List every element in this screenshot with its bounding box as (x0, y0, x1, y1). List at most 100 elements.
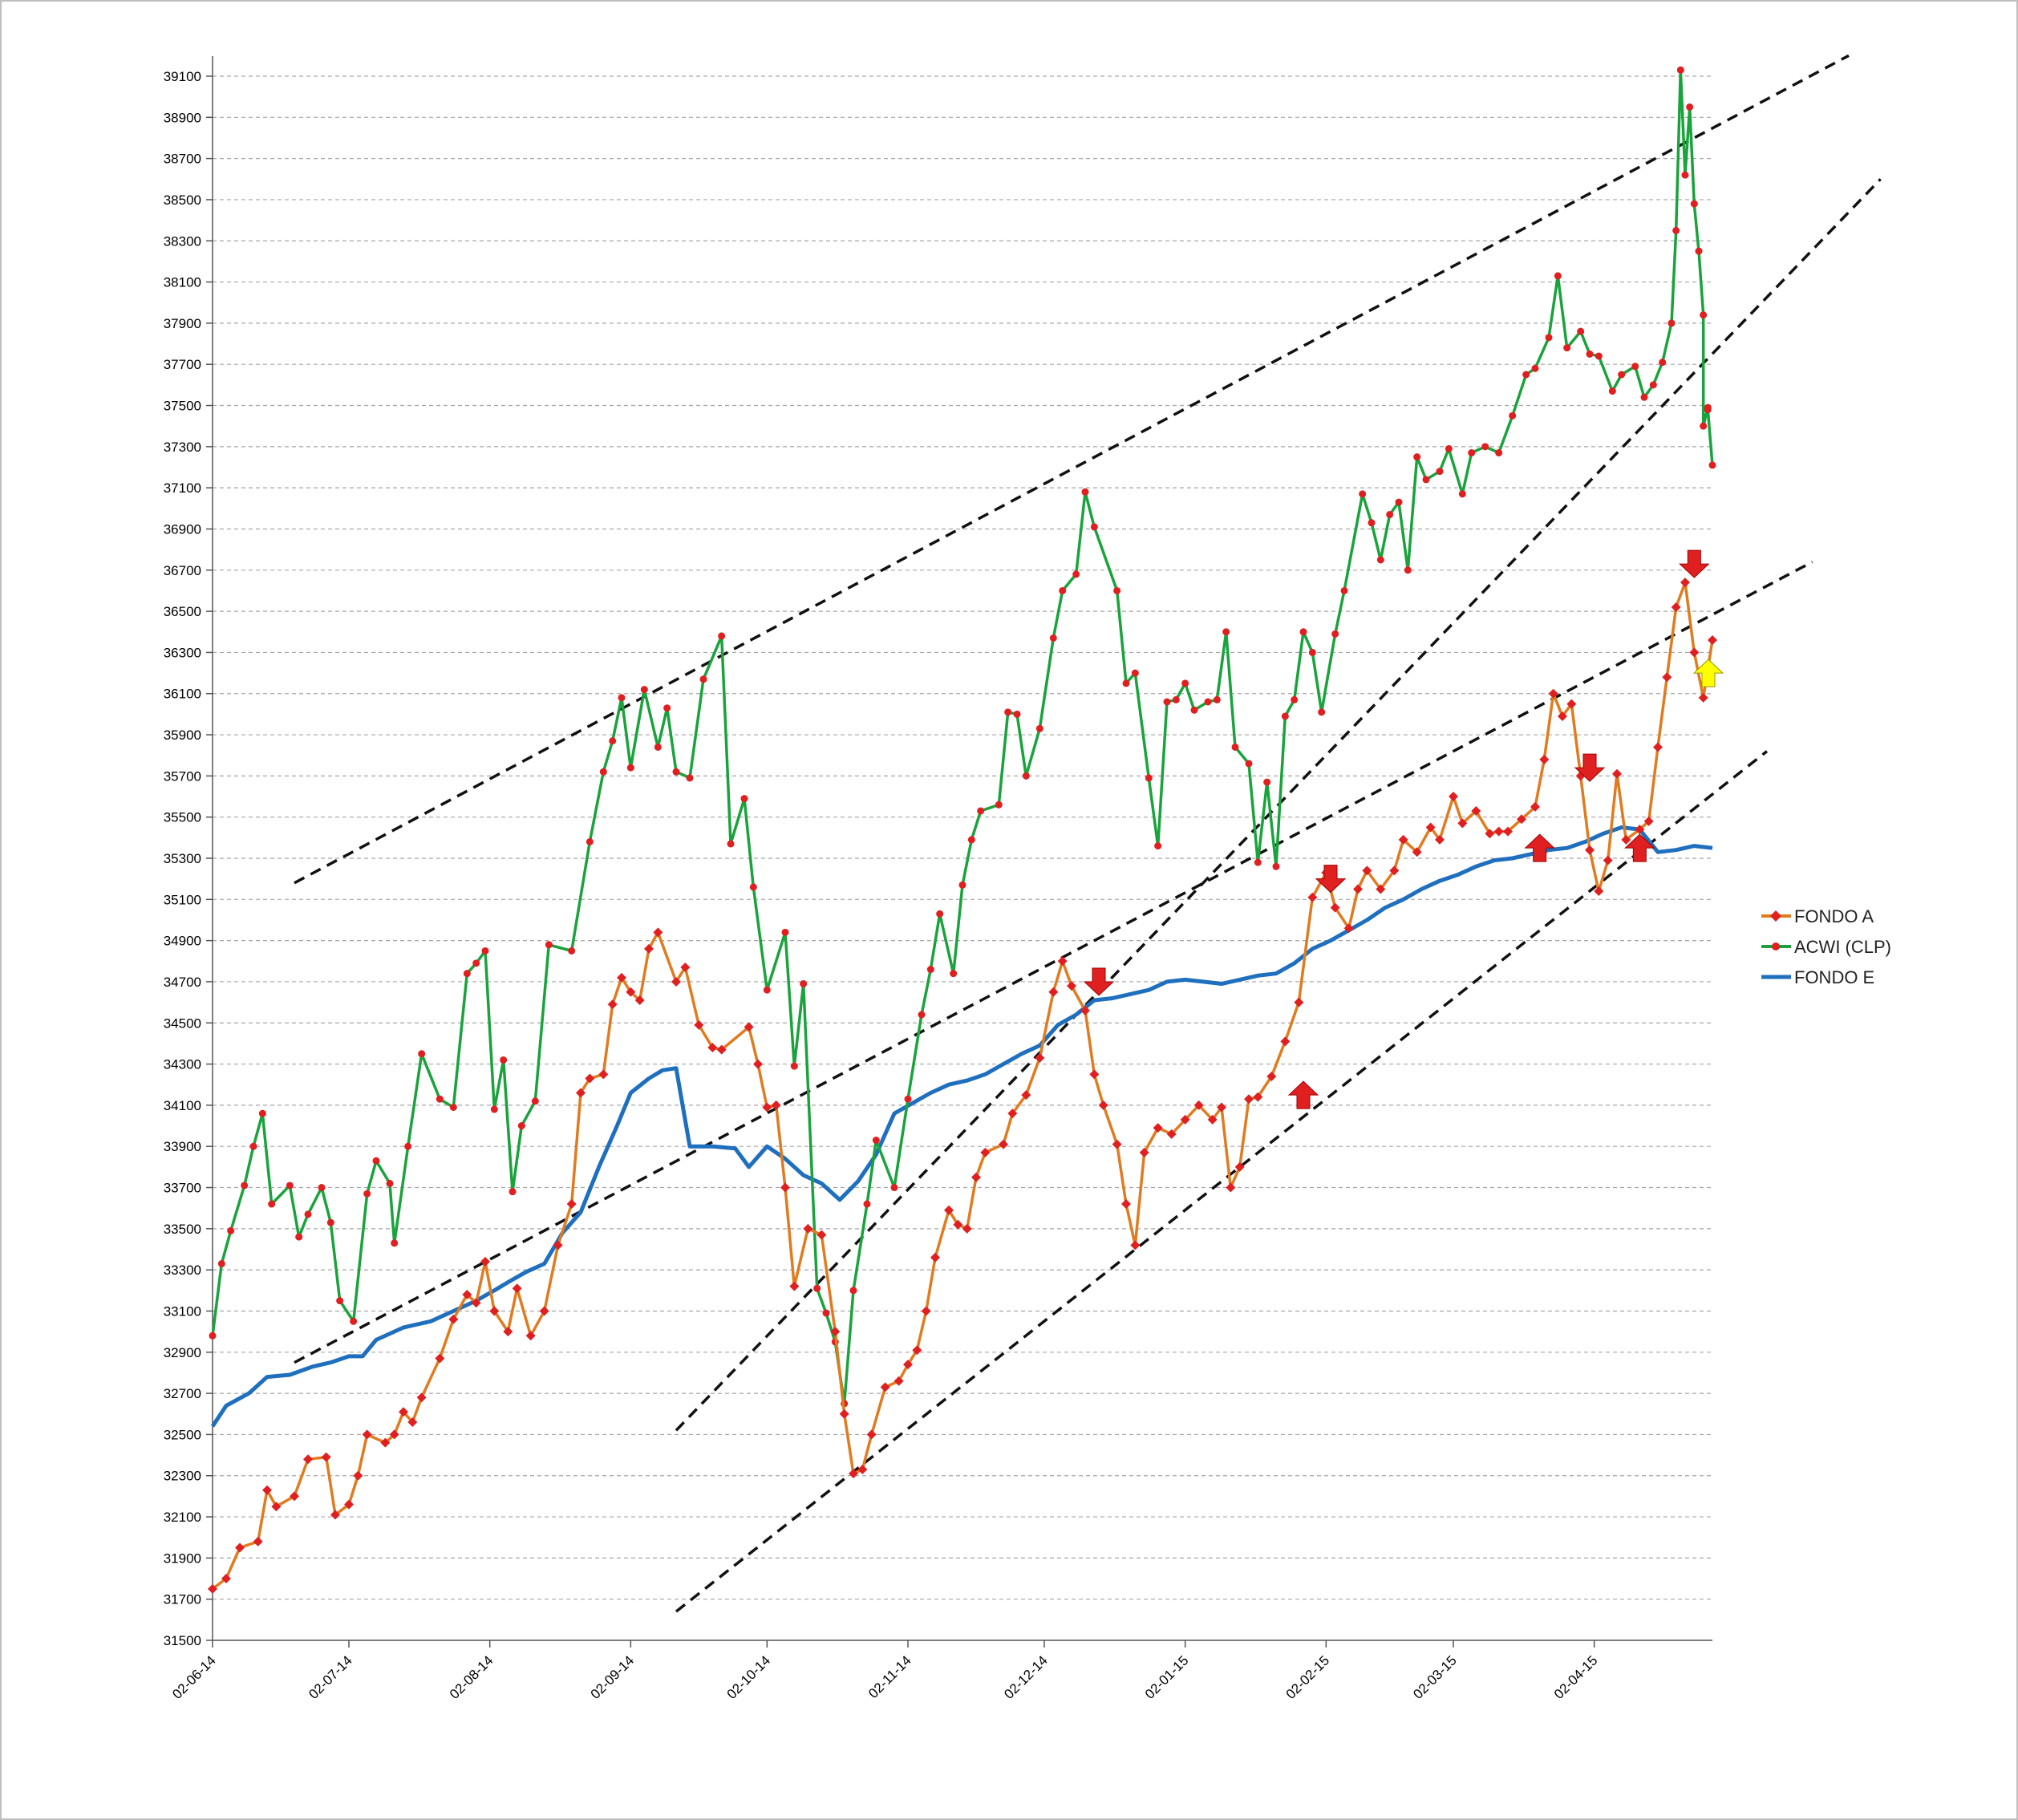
y-tick-label: 32500 (164, 1427, 201, 1442)
data-point (744, 1022, 754, 1032)
data-point (1422, 476, 1430, 484)
y-tick-label: 37700 (164, 357, 201, 372)
data-point (1653, 742, 1663, 752)
data-point (1681, 171, 1689, 179)
data-point (1704, 406, 1712, 414)
y-tick-label: 32900 (164, 1345, 201, 1360)
data-point (303, 1454, 313, 1465)
data-point (1007, 1109, 1018, 1119)
data-point (321, 1452, 331, 1462)
data-point (1445, 444, 1453, 452)
series-acwi-clp- (209, 66, 1716, 1408)
data-point (1671, 602, 1681, 612)
data-point (517, 1122, 525, 1130)
data-point (268, 1200, 276, 1208)
trendline (675, 750, 1769, 1613)
data-point (1307, 892, 1318, 902)
data-point (512, 1283, 522, 1294)
data-point (607, 999, 618, 1010)
y-tick-label: 31500 (164, 1633, 201, 1648)
data-point (980, 1147, 991, 1157)
data-point (912, 1345, 922, 1356)
data-point (545, 941, 553, 949)
data-point (1643, 816, 1654, 826)
data-point (849, 1287, 857, 1295)
data-point (1113, 586, 1121, 594)
data-point (221, 1574, 231, 1584)
data-point (1204, 698, 1212, 706)
data-point (1698, 692, 1708, 703)
data-point (1231, 743, 1239, 751)
data-point (1172, 695, 1180, 703)
data-point (1280, 1036, 1291, 1047)
data-point (626, 764, 634, 772)
legend-swatch-marker (1772, 942, 1780, 951)
data-point (217, 1259, 225, 1267)
data-point (404, 1142, 412, 1150)
data-point (781, 928, 789, 936)
signal-arrow-down (1679, 549, 1710, 578)
data-point (209, 1332, 217, 1340)
data-point (568, 946, 576, 955)
data-point (399, 1407, 408, 1417)
data-point (1436, 468, 1444, 476)
data-point (1131, 669, 1139, 677)
data-point (418, 1050, 426, 1058)
data-point (1471, 805, 1481, 816)
data-point (953, 1219, 963, 1230)
data-point (1343, 923, 1354, 934)
data-point (1145, 774, 1153, 782)
y-tick-label: 35900 (164, 728, 201, 743)
data-point (1659, 359, 1667, 367)
data-point (672, 768, 680, 776)
data-point (1554, 272, 1562, 280)
y-tick-label: 37500 (164, 399, 201, 414)
data-point (531, 1097, 539, 1105)
y-tick-label: 34700 (164, 975, 201, 990)
data-point (1689, 647, 1700, 658)
data-point (890, 1184, 898, 1192)
y-tick-label: 38100 (164, 275, 201, 290)
y-tick-label: 32300 (164, 1469, 201, 1484)
data-point (1263, 778, 1271, 786)
data-point (1049, 634, 1057, 642)
data-point (353, 1470, 363, 1481)
data-point (1676, 66, 1684, 74)
data-point (1530, 801, 1540, 812)
data-point (1245, 760, 1253, 768)
data-point (1495, 449, 1503, 457)
data-point (471, 1298, 481, 1308)
data-point (330, 1510, 340, 1520)
data-point (1690, 200, 1698, 208)
data-point (718, 632, 726, 640)
data-point (654, 743, 662, 751)
data-point (944, 1205, 954, 1215)
data-point (1022, 772, 1030, 780)
data-point (481, 946, 489, 955)
data-point (894, 1376, 904, 1386)
legend-item-fondo-a: FONDO A (1761, 906, 1874, 926)
data-point (362, 1429, 372, 1440)
data-point (1340, 586, 1348, 594)
data-point (1618, 371, 1626, 379)
data-point (1139, 1147, 1149, 1157)
y-tick-label: 35300 (164, 851, 201, 866)
data-point (1318, 708, 1326, 716)
data-point (489, 1306, 500, 1316)
data-point (1558, 711, 1567, 721)
data-point (1672, 226, 1680, 234)
data-point (653, 927, 663, 938)
data-point (566, 1199, 577, 1210)
data-point (1193, 1100, 1204, 1110)
data-point (1640, 393, 1648, 401)
data-point (1509, 411, 1517, 420)
data-point (1395, 498, 1403, 506)
trendline (675, 178, 1882, 1432)
y-tick-label: 37900 (164, 316, 201, 331)
y-tick-label: 39100 (164, 69, 201, 84)
data-point (686, 774, 694, 782)
series-line (210, 825, 1713, 1428)
series-fondo-a (208, 578, 1717, 1594)
data-point (1057, 956, 1068, 967)
